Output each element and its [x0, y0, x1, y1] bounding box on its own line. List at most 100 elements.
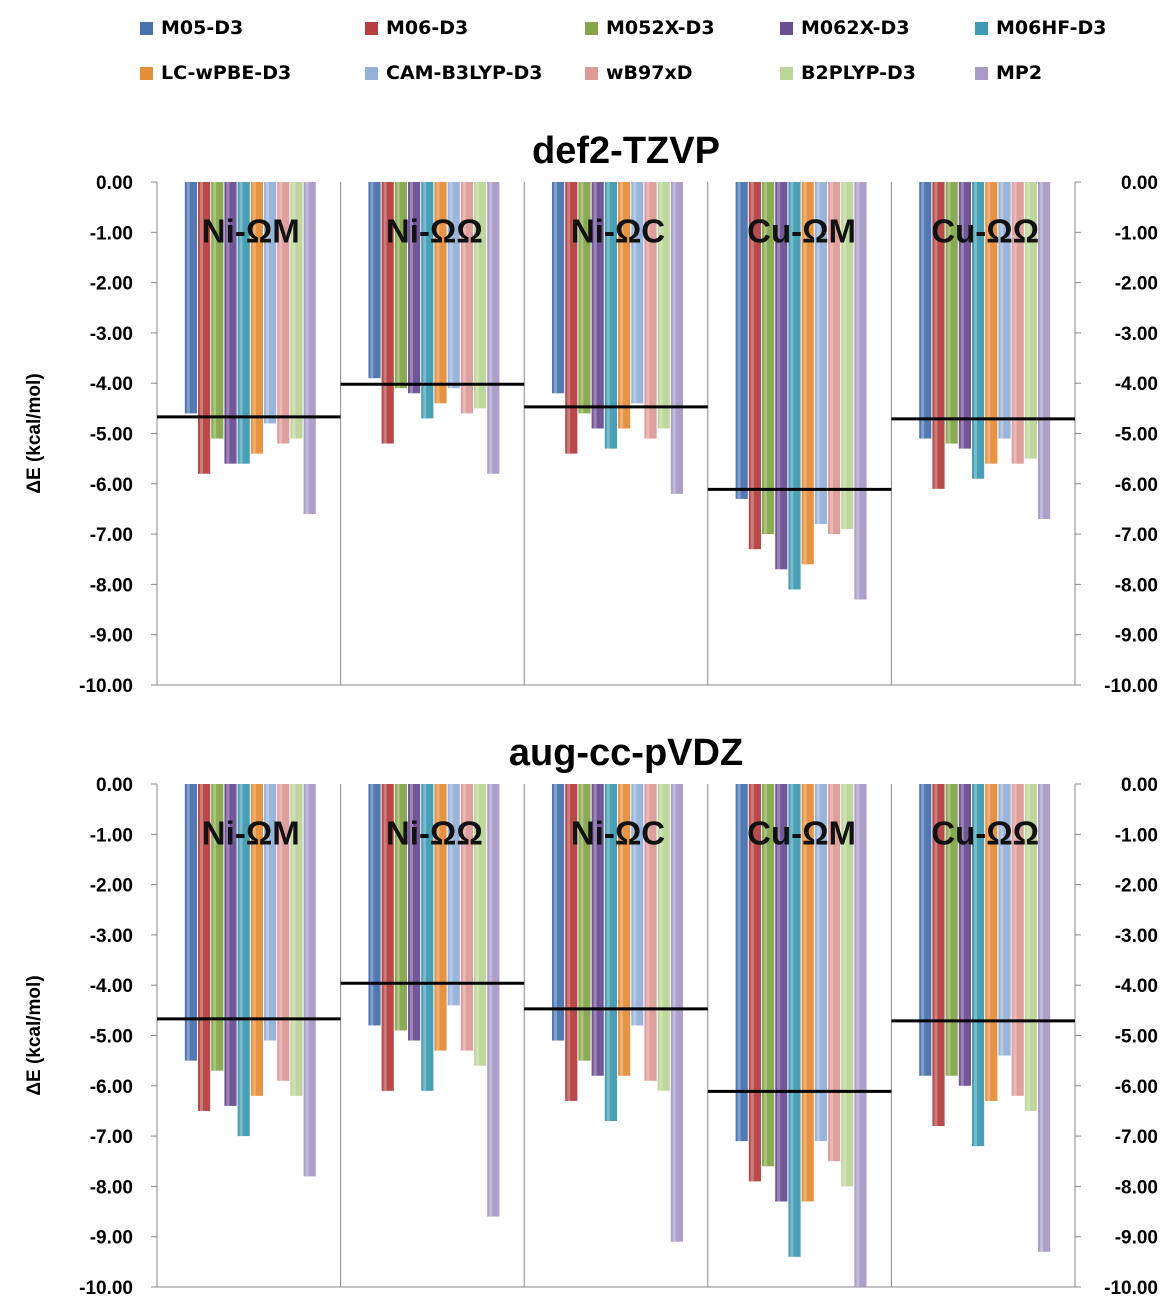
bar-highlight	[370, 182, 374, 379]
legend-item-m052x-d3: M052X-D3	[585, 14, 715, 42]
bar-m052x-d3-cu-m	[762, 182, 775, 535]
bar-highlight	[292, 182, 296, 439]
bar-m06hf-d3-ni	[421, 784, 434, 1091]
bar-highlight	[737, 182, 741, 499]
bar-mp2-ni	[487, 784, 500, 1217]
bar-highlight	[396, 182, 400, 389]
bar-wb97xd-cu	[1011, 784, 1024, 1096]
bar-highlight	[843, 182, 847, 530]
chart-title: aug-cc-pVDZ	[509, 732, 743, 774]
bar-b2plyp-d3-cu	[1024, 182, 1037, 459]
bar-cam-b3lyp-d3-ni	[447, 182, 460, 389]
bar-highlight	[1040, 182, 1043, 520]
legend-swatch	[365, 21, 378, 35]
bar-highlight	[567, 182, 571, 454]
legend-swatch	[365, 66, 378, 80]
bar-highlight	[921, 784, 925, 1076]
bar-highlight	[252, 182, 256, 454]
bar-m06hf-d3-ni	[421, 182, 434, 419]
bar-highlight	[1013, 182, 1017, 464]
bar-m06-d3-ni-m	[198, 784, 211, 1111]
category-label-cu-m: Cu-ΩM	[747, 814, 856, 851]
bar-m06hf-d3-ni-m	[237, 784, 250, 1137]
y-tick-label-right: 0.00	[1121, 775, 1158, 796]
bar-lc-wpbe-d3-cu	[985, 182, 998, 464]
bar-mp2-ni-m	[303, 182, 316, 514]
y-tick-label-right: -8.00	[1115, 1177, 1158, 1198]
bar-highlight	[987, 784, 991, 1101]
bar-highlight	[1000, 784, 1004, 1056]
bar-m062x-d3-ni-m	[224, 784, 237, 1106]
category-label-ni: Ni-ΩΩ	[386, 814, 483, 851]
legend-swatch	[780, 21, 793, 35]
bar-highlight	[646, 182, 650, 439]
bar-highlight	[239, 182, 243, 464]
bar-highlight	[620, 784, 623, 1076]
bar-highlight	[1026, 182, 1030, 459]
bar-highlight	[1013, 784, 1017, 1096]
bar-highlight	[803, 182, 807, 565]
bar-m062x-d3-cu	[958, 784, 971, 1086]
bar-mp2-cu	[1038, 784, 1051, 1252]
bar-cam-b3lyp-d3-ni-c	[631, 784, 644, 1026]
bar-wb97xd-ni-c	[644, 784, 657, 1081]
bar-m052x-d3-ni-m	[211, 784, 224, 1071]
bar-highlight	[816, 784, 820, 1142]
y-tick-label-left: -9.00	[90, 626, 133, 647]
bar-cam-b3lyp-d3-ni-m	[264, 784, 277, 1041]
bar-m06hf-d3-ni-c	[604, 784, 617, 1122]
bar-m052x-d3-ni-m	[211, 182, 224, 439]
bar-highlight	[436, 182, 440, 404]
bar-m062x-d3-cu-m	[775, 182, 788, 570]
bar-m05-d3-cu-m	[735, 182, 748, 499]
legend-label: M06HF-D3	[996, 17, 1107, 39]
chart-title: def2-TZVP	[532, 130, 720, 172]
y-tick-label-left: -1.00	[90, 223, 133, 244]
category-label-cu: Cu-ΩΩ	[931, 212, 1039, 249]
y-tick-label-right: -7.00	[1115, 525, 1158, 546]
y-tick-label-right: -5.00	[1115, 425, 1158, 446]
category-label-ni-c: Ni-ΩC	[571, 212, 665, 249]
bar-highlight	[947, 784, 951, 1076]
bar-m062x-d3-ni	[408, 182, 421, 394]
bar-cam-b3lyp-d3-cu-m	[814, 182, 827, 525]
y-tick-label-left: -7.00	[90, 525, 133, 546]
y-tick-label-left: -3.00	[90, 324, 133, 345]
bar-highlight	[423, 784, 427, 1091]
y-tick-label-left: -4.00	[90, 374, 133, 395]
y-tick-label-right: -4.00	[1115, 976, 1158, 997]
y-tick-label-right: -10.00	[1104, 676, 1158, 697]
bar-highlight	[974, 784, 977, 1147]
bar-highlight	[764, 784, 767, 1167]
bar-m06-d3-cu-m	[748, 784, 761, 1182]
bar-highlight	[449, 784, 453, 1006]
bar-wb97xd-cu	[1011, 182, 1024, 464]
legend-swatch	[140, 21, 153, 35]
bar-m06-d3-ni-m	[198, 182, 211, 474]
y-tick-label-right: -5.00	[1115, 1027, 1158, 1048]
bar-highlight	[672, 784, 676, 1242]
bar-m06hf-d3-cu	[972, 784, 985, 1147]
bar-cam-b3lyp-d3-cu-m	[814, 784, 827, 1142]
legend-label: M06-D3	[386, 17, 469, 39]
bar-highlight	[305, 182, 309, 514]
legend-label: MP2	[996, 62, 1043, 84]
bar-cam-b3lyp-d3-cu	[998, 182, 1011, 439]
bar-m06-d3-cu	[932, 784, 945, 1127]
category-label-cu: Cu-ΩΩ	[931, 814, 1039, 851]
bar-mp2-ni-c	[670, 182, 683, 494]
bar-cam-b3lyp-d3-ni-m	[264, 182, 277, 424]
bar-m05-d3-ni-c	[552, 784, 565, 1041]
legend-label: wB97xD	[606, 62, 693, 84]
bar-highlight	[292, 784, 296, 1096]
bar-highlight	[279, 784, 283, 1081]
y-tick-label-left: -4.00	[90, 976, 133, 997]
bar-highlight	[974, 182, 977, 479]
bar-lc-wpbe-d3-cu-m	[801, 182, 814, 565]
legend-swatch	[780, 66, 793, 80]
y-tick-label-left: -6.00	[90, 475, 133, 496]
bar-b2plyp-d3-cu-m	[841, 784, 854, 1187]
bar-highlight	[777, 182, 781, 570]
y-tick-label-left: -10.00	[79, 676, 133, 697]
bar-highlight	[934, 784, 938, 1127]
